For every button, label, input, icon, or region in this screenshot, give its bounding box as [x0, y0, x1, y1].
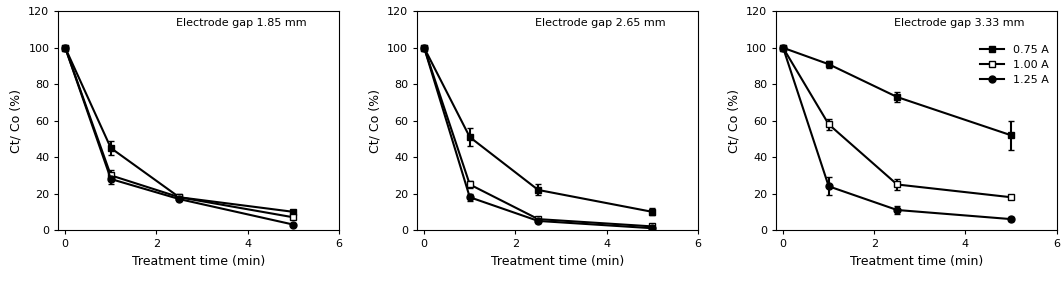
X-axis label: Treatment time (min): Treatment time (min) — [850, 255, 983, 268]
Legend: 0.75 A, 1.00 A, 1.25 A: 0.75 A, 1.00 A, 1.25 A — [977, 43, 1051, 87]
Text: Electrode gap 2.65 mm: Electrode gap 2.65 mm — [535, 18, 666, 28]
X-axis label: Treatment time (min): Treatment time (min) — [491, 255, 624, 268]
Y-axis label: Ct/ Co (%): Ct/ Co (%) — [10, 89, 22, 153]
Y-axis label: Ct/ Co (%): Ct/ Co (%) — [727, 89, 740, 153]
Y-axis label: Ct/ Co (%): Ct/ Co (%) — [369, 89, 381, 153]
Text: Electrode gap 1.85 mm: Electrode gap 1.85 mm — [176, 18, 307, 28]
X-axis label: Treatment time (min): Treatment time (min) — [132, 255, 266, 268]
Text: Electrode gap 3.33 mm: Electrode gap 3.33 mm — [894, 18, 1025, 28]
